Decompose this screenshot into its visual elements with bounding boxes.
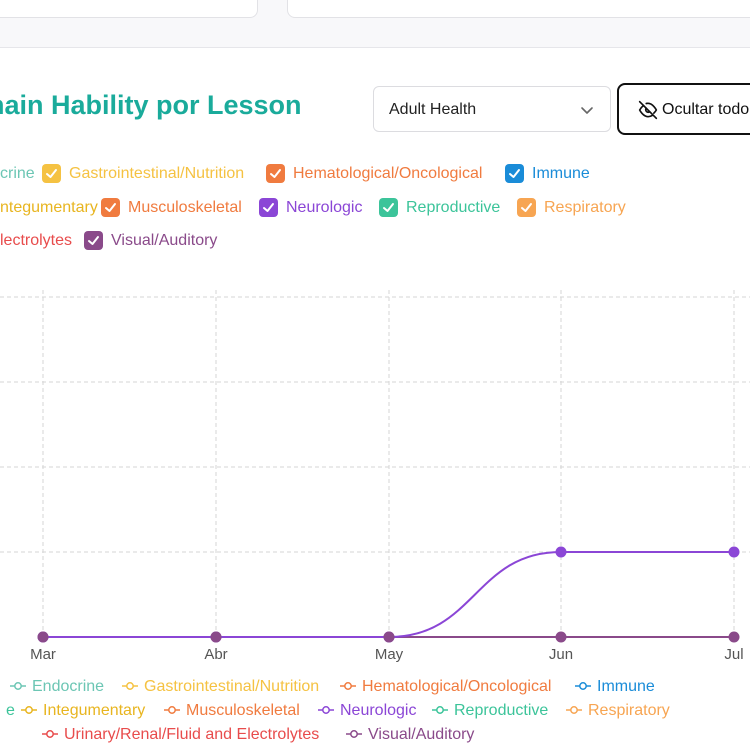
checkbox-checked-icon <box>101 198 120 217</box>
filter-urinary[interactable]: lectrolytes <box>0 231 72 250</box>
hide-all-label: Ocultar todo <box>662 101 750 118</box>
data-point-visual-auditory <box>728 631 740 643</box>
legend-marker-dot <box>14 682 22 690</box>
legend-item-endocrine: Endocrine <box>32 678 104 695</box>
legend-item-hematological-oncological: Hematological/Oncological <box>362 678 551 695</box>
checkbox-checked-icon <box>379 198 398 217</box>
legend-marker-dot <box>322 706 330 714</box>
legend-item-musculoskeletal: Musculoskeletal <box>186 702 300 719</box>
filter-label: Hematological/Oncological <box>293 164 483 182</box>
data-point-visual-auditory <box>210 631 222 643</box>
checkbox-checked-icon <box>84 231 103 250</box>
filter-label: Neurologic <box>286 198 363 216</box>
checkbox-checked-icon <box>517 198 536 217</box>
filter-musculoskeletal[interactable]: Musculoskeletal <box>101 198 242 217</box>
series-line-neurologic <box>43 550 734 639</box>
series-filter-list: crine Gastrointestinal/Nutrition Hematol… <box>0 0 750 260</box>
course-select-value: Adult Health <box>389 101 477 118</box>
filter-respiratory[interactable]: Respiratory <box>517 198 626 217</box>
chevron-down-icon <box>581 107 593 114</box>
checkbox-checked-icon <box>259 198 278 217</box>
filter-label: Musculoskeletal <box>128 198 242 216</box>
filter-label: Immune <box>532 164 590 182</box>
filter-immune[interactable]: Immune <box>505 164 590 183</box>
legend-item-neurologic: Neurologic <box>340 702 416 719</box>
line-chart: Mar Abr May Jun Jul Endocrine Gastrointestinal… <box>0 290 750 743</box>
legend-marker-dot <box>570 706 578 714</box>
checkbox-checked-icon <box>42 164 61 183</box>
top-summary-area <box>0 0 750 48</box>
data-point-neurologic <box>555 546 567 558</box>
checkbox-checked-icon <box>505 164 524 183</box>
filter-visual-auditory[interactable]: Visual/Auditory <box>84 231 217 250</box>
filter-label: crine <box>0 164 35 182</box>
x-tick-label: Mar <box>30 646 56 663</box>
legend-marker-dot <box>344 682 352 690</box>
legend-item-urinary-renal-fluid-and-electrolytes: Urinary/Renal/Fluid and Electrolytes <box>64 726 319 743</box>
legend-item-visual-auditory: Visual/Auditory <box>368 726 474 743</box>
filter-gastrointestinal[interactable]: Gastrointestinal/Nutrition <box>42 164 244 183</box>
filter-reproductive[interactable]: Reproductive <box>379 198 500 217</box>
filter-label: lectrolytes <box>0 231 73 249</box>
legend-marker-dot <box>436 706 444 714</box>
legend-marker-dot <box>46 730 54 738</box>
filter-label: Respiratory <box>544 198 626 216</box>
legend-marker-dot <box>350 730 358 738</box>
x-tick-label: Jun <box>549 646 573 663</box>
data-point-visual-auditory <box>37 631 49 643</box>
course-select[interactable]: Adult Health <box>373 86 611 132</box>
x-tick-label: Jul <box>724 646 743 663</box>
eye-off-icon <box>638 100 658 120</box>
data-point-neurologic <box>728 546 740 558</box>
checkbox-checked-icon <box>266 164 285 183</box>
filter-hematological[interactable]: Hematological/Oncological <box>266 164 482 183</box>
legend-item-reproductive: Reproductive <box>454 702 548 719</box>
filter-endocrine[interactable]: crine <box>0 164 35 183</box>
legend-marker-dot <box>25 706 33 714</box>
legend-item-gastrointestinal-nutrition: Gastrointestinal/Nutrition <box>144 678 319 695</box>
filter-neurologic[interactable]: Neurologic <box>259 198 362 217</box>
x-tick-label: Abr <box>204 646 227 663</box>
x-tick-label: May <box>375 646 404 663</box>
legend-marker-dot <box>168 706 176 714</box>
data-point-visual-auditory <box>555 631 567 643</box>
chart-title: nain Hability por Lesson <box>0 90 302 120</box>
data-point-visual-auditory <box>383 631 395 643</box>
legend-item-respiratory: Respiratory <box>588 702 670 719</box>
legend-marker-dot <box>579 682 587 690</box>
legend-item-integumentary: Integumentary <box>43 702 145 719</box>
legend-marker-dot <box>126 682 134 690</box>
legend-item-e: e <box>6 702 15 719</box>
filter-label: ntegumentary <box>0 198 98 216</box>
filter-integumentary[interactable]: ntegumentary <box>0 198 98 217</box>
filter-label: Gastrointestinal/Nutrition <box>69 164 245 182</box>
summary-card-left <box>0 0 258 18</box>
summary-card-right <box>287 0 750 18</box>
filter-label: Reproductive <box>406 198 501 216</box>
legend-item-immune: Immune <box>597 678 655 695</box>
filter-label: Visual/Auditory <box>111 231 218 249</box>
hide-all-button[interactable]: Ocultar todo <box>617 83 750 135</box>
